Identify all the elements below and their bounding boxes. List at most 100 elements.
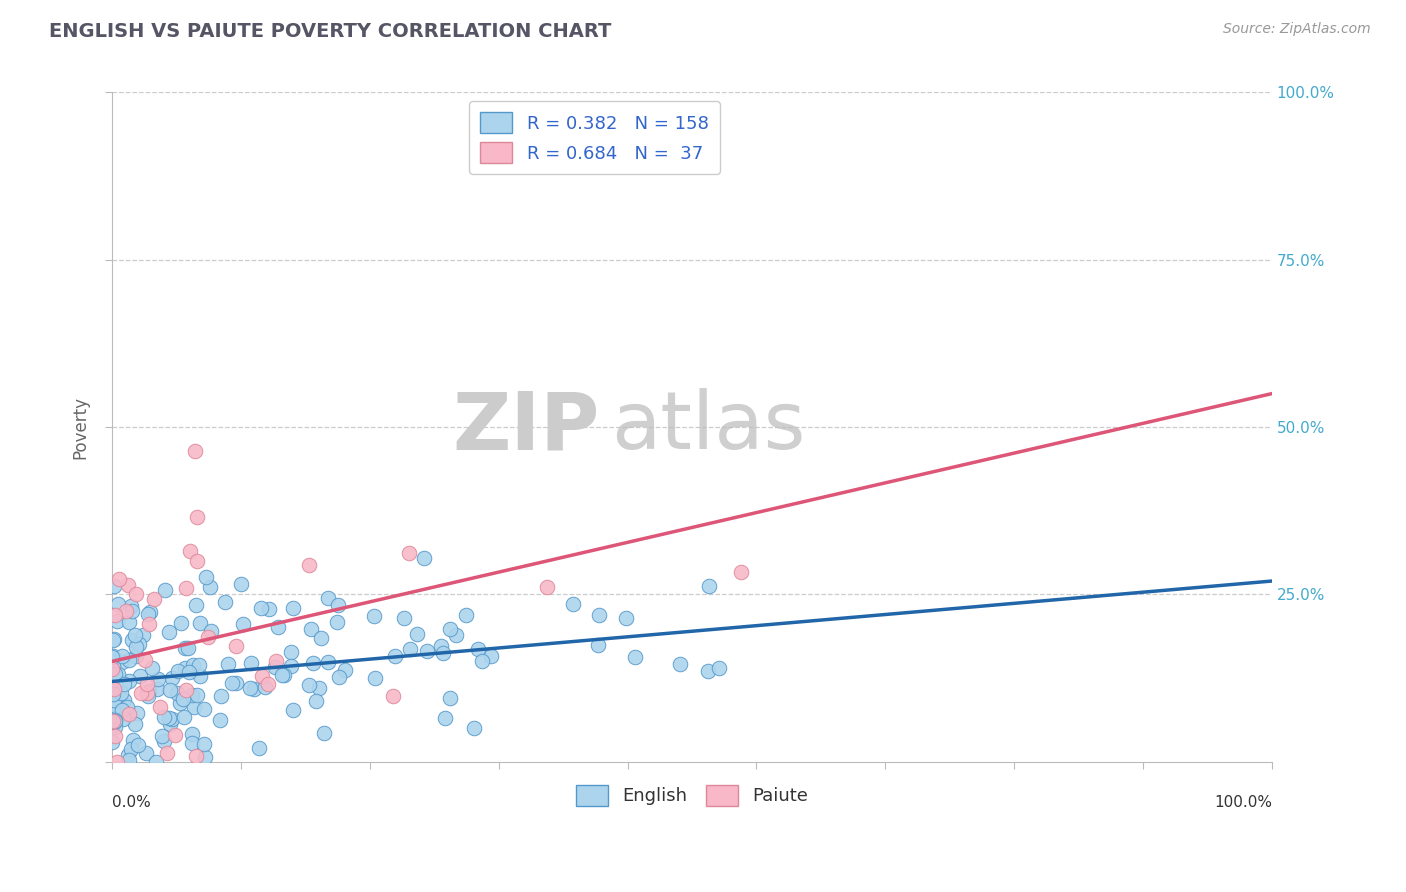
Point (103, 720, 125, 734)
Point (183, 700, 205, 714)
Point (250, 669, 273, 683)
Point (280, 645, 302, 659)
Point (209, 689, 232, 703)
Point (105, 755, 128, 769)
Point (194, 750, 217, 764)
Point (273, 668, 295, 682)
Point (186, 599, 208, 613)
Point (172, 691, 194, 706)
Point (101, 648, 124, 663)
Point (127, 738, 149, 752)
Point (129, 669, 152, 683)
Point (108, 573, 131, 587)
Point (179, 544, 201, 558)
Point (298, 558, 321, 572)
Point (214, 594, 236, 608)
Point (730, 565, 752, 579)
Point (302, 657, 325, 671)
Text: 0.0%: 0.0% (112, 796, 150, 810)
Point (115, 700, 138, 714)
Point (174, 640, 197, 655)
Point (190, 615, 212, 630)
Point (125, 587, 148, 601)
Point (281, 601, 304, 615)
Point (200, 624, 222, 638)
Text: atlas: atlas (610, 388, 806, 466)
Point (139, 605, 162, 619)
Point (253, 680, 276, 694)
Point (101, 632, 124, 647)
Point (249, 601, 271, 615)
Point (111, 703, 134, 717)
Point (184, 444, 207, 458)
Point (301, 622, 323, 636)
Point (198, 580, 221, 594)
Point (208, 713, 231, 727)
Point (157, 711, 180, 725)
Point (101, 662, 124, 676)
Point (174, 682, 197, 697)
Point (135, 676, 157, 690)
Point (267, 620, 290, 634)
Point (384, 649, 406, 664)
Point (120, 599, 142, 613)
Point (121, 604, 143, 618)
Y-axis label: Poverty: Poverty (72, 395, 89, 458)
Point (110, 686, 132, 700)
Point (103, 682, 125, 697)
Point (136, 689, 159, 703)
Point (115, 604, 138, 618)
Point (193, 702, 215, 716)
Point (134, 652, 156, 666)
Point (456, 608, 478, 623)
Point (232, 617, 254, 632)
Point (271, 668, 294, 682)
Point (111, 649, 134, 664)
Point (159, 716, 181, 731)
Point (105, 698, 128, 713)
Point (434, 711, 457, 725)
Point (142, 591, 165, 606)
Point (132, 628, 155, 642)
Point (586, 638, 609, 652)
Point (186, 510, 208, 524)
Point (177, 640, 200, 655)
Point (697, 579, 720, 593)
Point (124, 628, 146, 642)
Point (104, 667, 127, 681)
Point (326, 615, 349, 630)
Point (195, 570, 218, 584)
Point (104, 729, 127, 743)
Point (239, 656, 262, 670)
Point (125, 649, 148, 664)
Point (121, 633, 143, 648)
Point (405, 627, 427, 641)
Point (118, 706, 141, 721)
Point (429, 639, 451, 653)
Point (316, 655, 339, 669)
Point (159, 682, 181, 697)
Point (264, 660, 287, 674)
Point (382, 689, 405, 703)
Point (174, 582, 197, 596)
Text: ENGLISH VS PAIUTE POVERTY CORRELATION CHART: ENGLISH VS PAIUTE POVERTY CORRELATION CH… (49, 22, 612, 41)
Point (111, 712, 134, 726)
Point (439, 622, 461, 636)
Point (326, 598, 349, 612)
Point (101, 734, 124, 748)
Point (239, 681, 262, 696)
Point (309, 631, 332, 645)
Point (247, 740, 270, 755)
Text: 100.0%: 100.0% (1213, 796, 1272, 810)
Point (101, 698, 124, 712)
Point (141, 661, 163, 675)
Point (190, 669, 212, 683)
Point (103, 718, 125, 732)
Point (446, 628, 468, 642)
Point (104, 607, 127, 622)
Point (305, 694, 328, 708)
Point (107, 597, 129, 611)
Point (155, 583, 177, 598)
Point (173, 661, 195, 675)
Point (104, 713, 127, 727)
